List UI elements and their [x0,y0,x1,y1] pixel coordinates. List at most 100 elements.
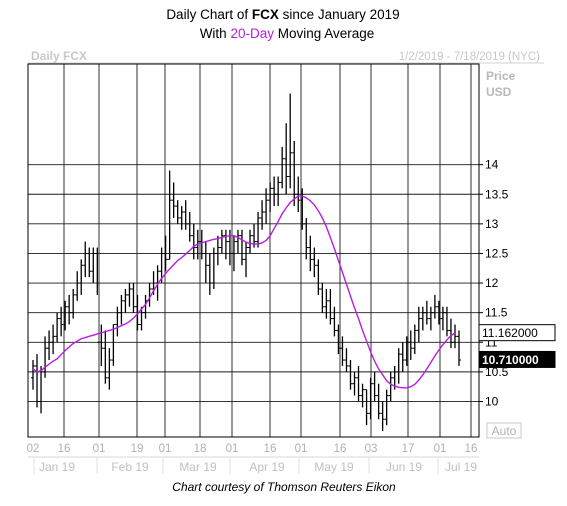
ohlc-bar [91,247,96,284]
y-tick-label: 12 [485,276,499,290]
ohlc-bar [328,288,333,325]
ohlc-bar [79,259,84,295]
ma-line [32,195,456,389]
ohlc-bar [59,306,64,337]
ohlc-bar [332,306,337,337]
ohlc-bar [284,123,289,195]
ohlc-bar [203,241,208,284]
ohlc-bar [428,306,433,331]
price-tag-label: 11.162000 [482,326,538,340]
x-month-label: Jul 19 [445,460,477,474]
ohlc-bar [452,324,457,349]
ohlc-bar [235,229,240,254]
ohlc-bar [199,229,204,260]
x-day-tick-label: 16 [465,443,478,455]
ohlc-bar [292,140,297,207]
ohlc-bar [103,330,108,384]
x-day-tick-label: 01 [226,443,239,455]
ohlc-bar [215,235,220,266]
chart-title-line2: With 20-Day Moving Average [200,26,375,41]
ohlc-bar [412,324,417,355]
ohlc-bar [87,247,92,278]
ohlc-bar [436,300,441,325]
ohlc-bar [364,389,369,426]
ohlc-bar [179,206,184,230]
ohlc-bar [119,294,124,325]
x-day-tick-label: 01 [159,443,172,455]
price-tag-label: 10.710000 [482,353,539,367]
y-tick-label: 10 [485,394,499,408]
y-axis-label: Price [486,69,516,83]
ohlc-bar [107,348,112,390]
ohlc-bar [187,212,192,242]
ohlc-bar [384,389,389,426]
x-day-tick-label: 01 [295,443,308,455]
ohlc-bar [344,348,349,372]
ohlc-bar [55,312,60,343]
ohlc-bar [316,259,321,295]
ohlc-bar [388,371,393,402]
ohlc-bar [95,247,100,343]
grid-lines [28,64,479,437]
ohlc-bar [320,283,325,313]
auto-button[interactable]: Auto [486,422,522,439]
ohlc-bar [248,229,253,254]
ohlc-bar [288,93,293,189]
ohlc-bar [348,360,353,390]
moving-average [32,195,456,389]
ohlc-bar [256,212,261,248]
auto-button-label: Auto [492,424,517,438]
ohlc-bar [231,235,236,272]
x-day-tick-label: 02 [27,443,40,455]
x-month-label: Feb 19 [111,460,149,474]
ohlc-bar [340,336,345,366]
ma-value-tag: 11.162000 [478,324,556,342]
y-tick-label: 11.5 [485,306,508,320]
ohlc-bar [420,306,425,331]
ohlc-bar [219,229,224,254]
ohlc-bar [457,330,461,366]
price-tag-box [478,324,556,342]
x-month-label: May 19 [314,460,354,474]
ohlc-bar [324,288,329,319]
ohlc-bar [99,324,104,366]
ohlc-bar [272,176,277,207]
ohlc-bar [260,200,265,230]
ohlc-bar [191,223,196,260]
ohlc-bar [75,271,80,301]
ohlc-bar [35,354,40,408]
ohlc-bar [308,235,313,272]
x-month-label: Apr 19 [249,460,285,474]
ohlc-bar [376,383,381,420]
ohlc-bar [131,283,136,313]
y-tick-label: 12.5 [485,246,509,260]
ohlc-bar [440,306,445,331]
ohlc-bar [115,306,120,337]
ohlc-bar [336,324,341,355]
ohlc-bar [71,288,76,319]
ohlc-bar [63,300,68,331]
x-day-tick-label: 19 [131,443,144,455]
ohlc-bar [416,306,421,343]
ohlc-bar [39,365,44,414]
x-day-tick-label: 18 [194,443,207,455]
ohlc-bar [207,253,212,295]
price-tag-box [478,350,556,368]
x-day-tick-label: 01 [434,443,447,455]
ohlc-bar [448,318,453,349]
ohlc-bar [83,241,88,278]
ohlc-bar [408,330,413,361]
ohlc-bar [239,229,244,266]
ohlc-bar [111,324,116,366]
ohlc-bar [368,377,373,420]
ohlc-bar [127,283,132,307]
price-tags: 11.162000 10.710000 [478,324,556,368]
ohlc-bar [444,306,449,337]
last-price-tag: 10.710000 [478,350,556,368]
plot-frame [27,63,480,438]
ohlc-bar [268,182,273,213]
ohlc-bar [404,336,409,366]
ohlc-bar [372,371,377,402]
